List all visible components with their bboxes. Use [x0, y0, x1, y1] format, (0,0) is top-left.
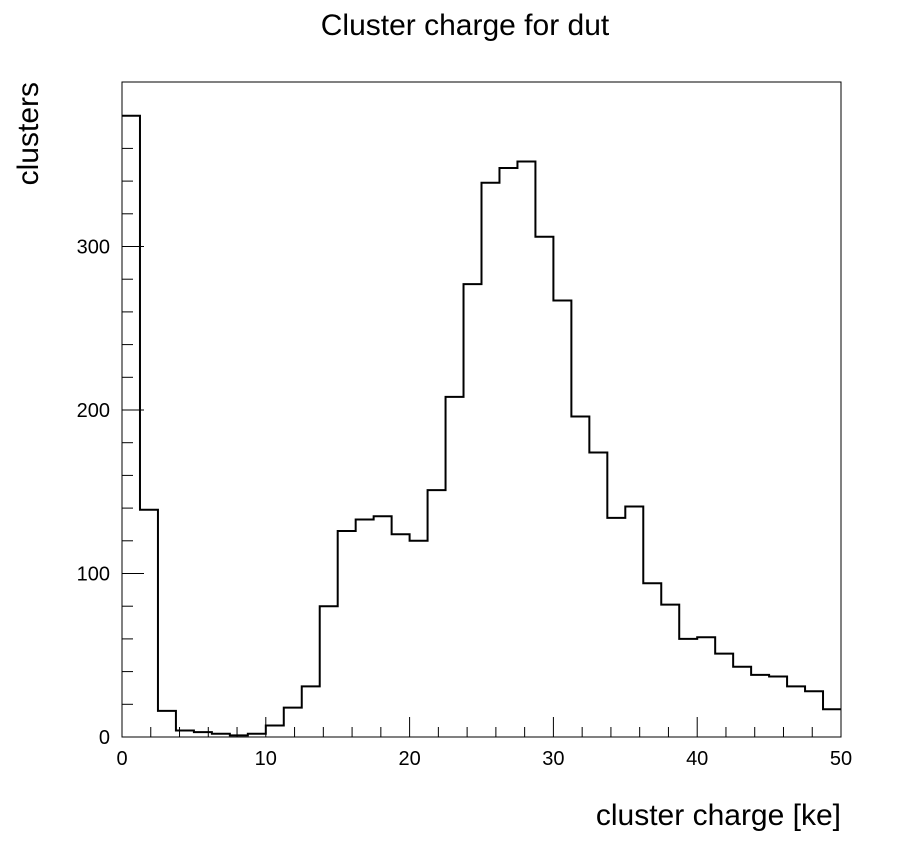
- histogram-outline: [122, 114, 841, 737]
- x-tick-label: 0: [116, 748, 127, 770]
- histogram-bin: [679, 639, 697, 737]
- histogram-bin: [374, 516, 392, 737]
- y-tick-label: 0: [99, 727, 110, 749]
- x-tick-label: 20: [398, 748, 420, 770]
- histogram-bin: [320, 606, 338, 737]
- x-axis-title: cluster charge [ke]: [596, 799, 841, 832]
- histogram-bin: [643, 583, 661, 737]
- histogram-bin: [553, 300, 571, 737]
- histogram-bin: [787, 686, 805, 737]
- histogram-bin: [751, 675, 769, 737]
- histogram-bin: [338, 531, 356, 737]
- histogram-bin: [392, 534, 410, 737]
- histogram-bin: [571, 417, 589, 737]
- histogram-bin: [266, 726, 284, 737]
- histogram-bin: [607, 518, 625, 737]
- histogram-bin: [535, 237, 553, 737]
- histogram-bin: [769, 677, 787, 737]
- x-tick-label: 30: [542, 748, 564, 770]
- y-tick-label: 200: [77, 400, 110, 422]
- histogram-bin: [284, 708, 302, 737]
- histogram-bin: [356, 520, 374, 737]
- chart-title: Cluster charge for dut: [321, 9, 610, 42]
- histogram-bin: [823, 709, 841, 737]
- x-tick-label: 50: [830, 748, 852, 770]
- histogram-bin: [715, 654, 733, 737]
- histogram-bin: [482, 183, 500, 737]
- y-tick-label: 300: [77, 237, 110, 259]
- x-tick-label: 10: [255, 748, 277, 770]
- histogram-bin: [499, 168, 517, 737]
- histogram-bin: [446, 397, 464, 737]
- histogram-bin: [661, 605, 679, 737]
- histogram-bin: [589, 453, 607, 737]
- y-tick-label: 100: [77, 564, 110, 586]
- histogram-bin: [805, 691, 823, 737]
- y-axis-title: clusters: [12, 82, 45, 185]
- histogram-bin: [122, 116, 140, 737]
- histogram-bin: [140, 510, 158, 737]
- histogram-bin: [428, 490, 446, 737]
- histogram-bin: [410, 541, 428, 737]
- histogram-bin: [733, 667, 751, 737]
- x-tick-label: 40: [686, 748, 708, 770]
- axis-tick-labels: 0 10 20 30 40 50 0 100 200 300: [77, 237, 853, 771]
- histogram-bin: [625, 506, 643, 737]
- axis-ticks: [121, 115, 842, 738]
- histogram-bin: [697, 637, 715, 737]
- histogram-bin: [464, 284, 482, 737]
- histogram-bin: [302, 686, 320, 737]
- histogram-bin: [158, 711, 176, 737]
- histogram-bin: [517, 161, 535, 737]
